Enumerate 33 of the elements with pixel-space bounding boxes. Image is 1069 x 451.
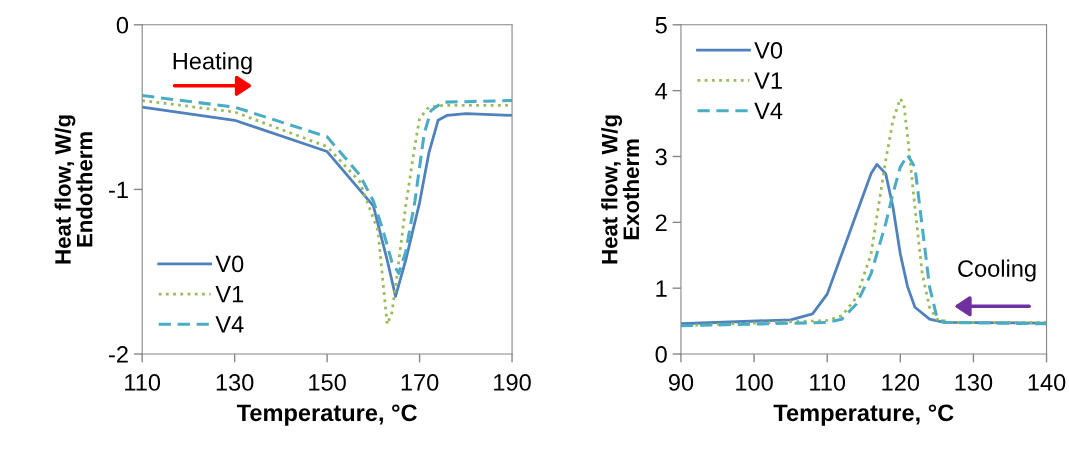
x-tick-label: 150 bbox=[309, 374, 346, 391]
y-tick-label: 2 bbox=[655, 214, 667, 231]
line-series bbox=[142, 94, 513, 275]
x-tick-label: 130 bbox=[216, 374, 254, 391]
y-tick-label: 0 bbox=[655, 346, 667, 363]
y-tick-label: 0 bbox=[116, 16, 129, 34]
x-tick-label: 130 bbox=[955, 374, 993, 391]
x-tick-label: 170 bbox=[401, 374, 439, 391]
annotation: Heating bbox=[173, 52, 252, 75]
y-tick-label: -1 bbox=[109, 181, 128, 198]
legend-label: V0 bbox=[754, 41, 783, 59]
legend-label: V1 bbox=[754, 72, 782, 89]
x-tick-label: 100 bbox=[736, 374, 773, 391]
x-tick-label: 190 bbox=[494, 374, 531, 391]
y-tick-label: 3 bbox=[655, 148, 667, 166]
y-tick-label: 4 bbox=[655, 82, 668, 100]
y-tick-label: 5 bbox=[655, 17, 667, 34]
x-tick-label: 140 bbox=[1028, 374, 1066, 391]
annotation: Cooling bbox=[958, 259, 1036, 282]
x-tick-label: 120 bbox=[882, 374, 920, 391]
legend-label: V4 bbox=[754, 102, 783, 119]
y-axis-title: Heat flow, W/g Endotherm bbox=[54, 115, 93, 264]
x-axis-title: Temperature, °C bbox=[236, 404, 417, 426]
x-tick-label: 110 bbox=[125, 374, 161, 391]
y-tick-label: -2 bbox=[109, 346, 128, 363]
legend-label: V1 bbox=[215, 286, 244, 303]
x-tick-label: 90 bbox=[668, 374, 694, 391]
legend-label: V0 bbox=[215, 255, 244, 273]
x-tick-label: 110 bbox=[810, 374, 846, 391]
legend-label: V4 bbox=[215, 316, 244, 333]
y-axis-title: Heat flow, W/g Exotherm bbox=[601, 115, 640, 264]
y-tick-label: 1 bbox=[656, 280, 667, 297]
x-axis-title: Temperature, °C bbox=[773, 404, 954, 426]
